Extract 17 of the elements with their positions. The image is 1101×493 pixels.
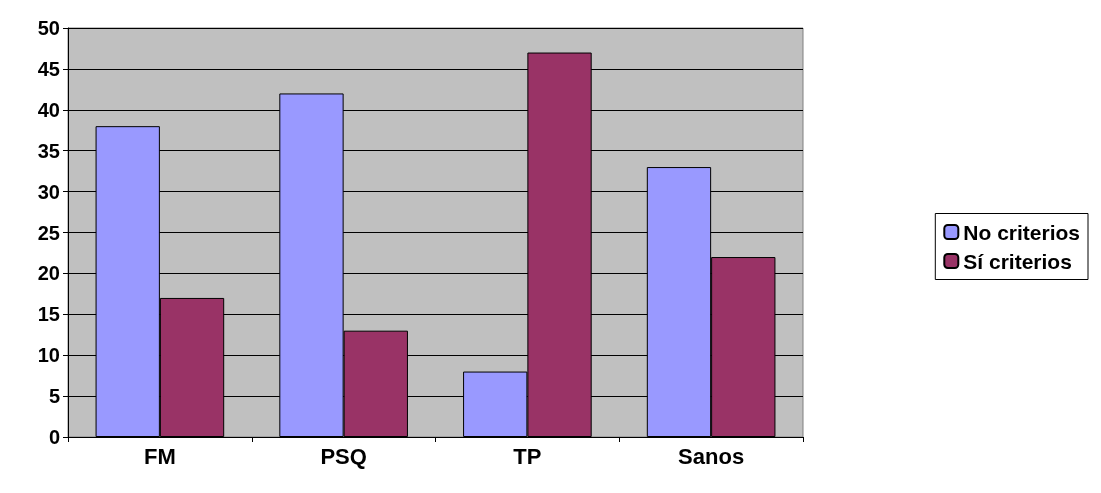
x-tick-label: PSQ xyxy=(320,443,367,469)
y-tick-label: 30 xyxy=(37,180,60,203)
legend-label: Sí criterios xyxy=(963,249,1072,273)
y-tick-label: 10 xyxy=(37,344,60,367)
y-tick-label: 5 xyxy=(48,385,60,408)
y-tick-label: 40 xyxy=(37,98,60,121)
y-tick-label: 45 xyxy=(37,57,60,80)
legend-label: No criterios xyxy=(963,220,1080,244)
y-tick-label: 35 xyxy=(37,139,60,162)
y-tick-label: 20 xyxy=(37,262,60,285)
x-tick-label: FM xyxy=(143,443,176,469)
y-tick-label: 25 xyxy=(37,221,60,244)
y-tick-label: 0 xyxy=(48,426,60,448)
x-tick-label: Sanos xyxy=(678,443,745,469)
x-tick-label: TP xyxy=(513,443,542,469)
y-tick-label: 50 xyxy=(37,17,60,39)
y-tick-label: 15 xyxy=(37,303,60,326)
